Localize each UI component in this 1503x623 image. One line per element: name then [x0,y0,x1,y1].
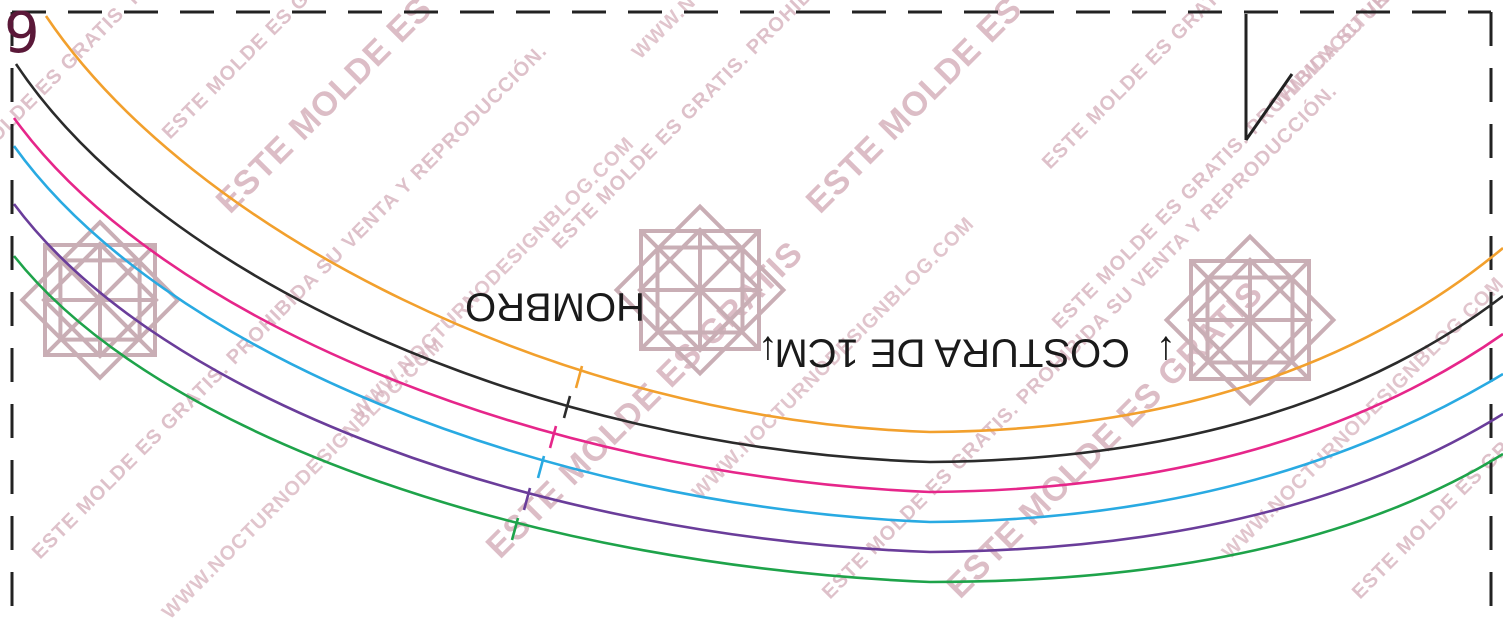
logo-icon [1163,233,1337,407]
size-line-orange [44,15,1503,434]
arrow-down-icon: ↓ [758,328,778,372]
notch-green [510,517,520,541]
svg-text:↓: ↓ [758,328,778,372]
shoulder-label: HOMBRO [465,284,645,328]
watermark-text: WWW.NOCTURNODESIGNBLOG.COM [1268,0,1503,114]
size-line-blue [12,145,1503,524]
notch-purple [522,487,532,511]
shoulder-notches [510,365,584,541]
cut-border [10,10,1493,623]
shoulder-label-group: HOMBRO [465,284,645,328]
seam-label-group: COSTURA DE 1CM [774,330,1130,374]
page-number: 9 [4,1,40,66]
watermark-text: ESTE MOLDE ES GRATIS [799,0,1131,221]
size-line-pink [12,117,1503,494]
notch-black [562,395,572,419]
size-line-green [12,255,1503,584]
grain-line-icon [1244,14,1294,141]
logo-layer [19,203,1337,407]
size-lines [12,15,1503,584]
logo-icon [613,203,787,377]
logo-icon [19,219,181,381]
notch-orange [574,365,584,389]
notch-blue [536,455,546,479]
size-line-black [14,63,1503,464]
seam-label: COSTURA DE 1CM [774,330,1130,374]
size-line-purple [12,203,1503,554]
svg-text:↓: ↓ [1156,328,1176,372]
notch-pink [548,425,558,449]
arrow-down-icon: ↓ [1156,328,1176,372]
